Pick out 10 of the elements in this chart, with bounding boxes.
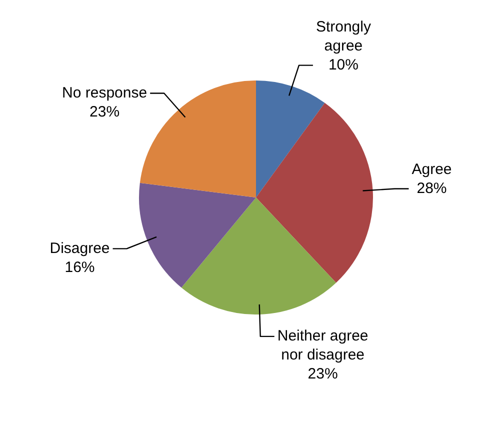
data-label: 16% bbox=[64, 258, 95, 276]
slice-label: Neither agree nor disagree bbox=[277, 328, 368, 364]
data-label: 10% bbox=[328, 56, 358, 74]
slice-label: Agree bbox=[412, 160, 452, 178]
slice-label: No response bbox=[62, 84, 148, 102]
data-label: 28% bbox=[416, 180, 447, 197]
slice-label: Strongly agree bbox=[316, 18, 372, 54]
data-label: 23% bbox=[90, 103, 120, 120]
slice-label: Disagree bbox=[50, 240, 110, 257]
data-label: 23% bbox=[308, 366, 338, 383]
